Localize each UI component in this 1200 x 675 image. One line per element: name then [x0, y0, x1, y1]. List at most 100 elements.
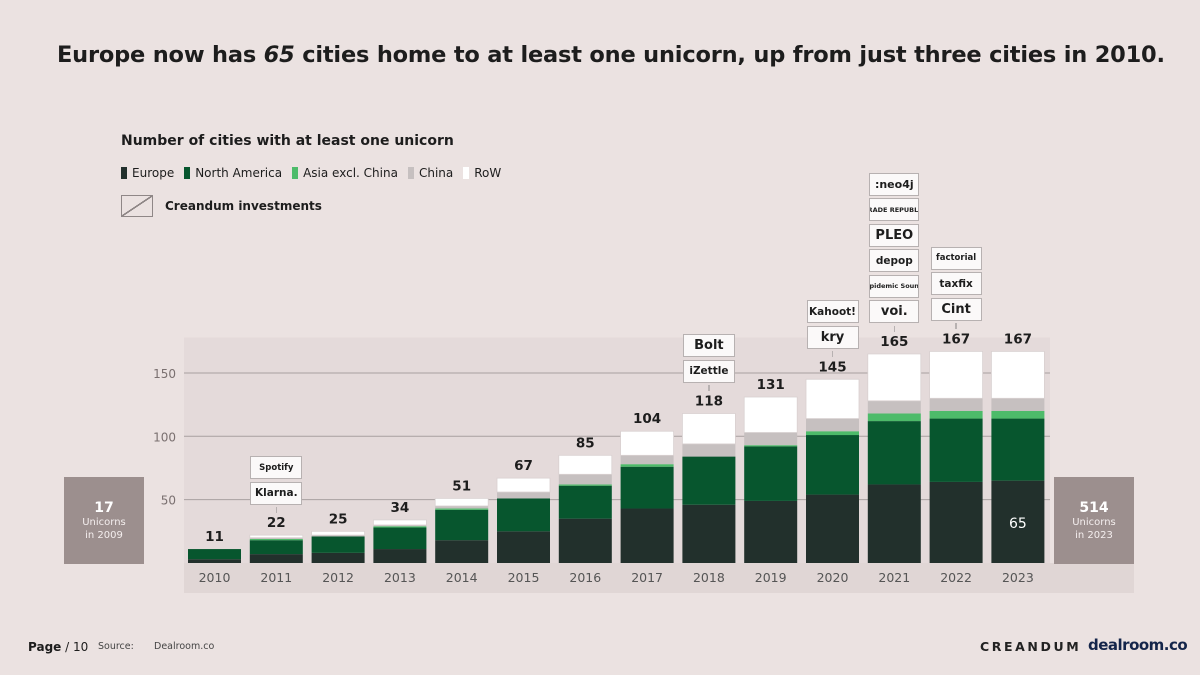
bar-total-label-2023: 167	[1004, 331, 1032, 347]
bar-segment-row-2014	[434, 497, 489, 507]
side-box-2009: 17 Unicorns in 2009	[64, 477, 144, 564]
bar-segment-europe-2013	[373, 549, 427, 563]
bar-total-label-2013: 34	[391, 500, 410, 516]
bar-segment-europe-2017	[620, 508, 674, 563]
side-2009-line2: in 2009	[85, 529, 123, 541]
x-tick-label-2023: 2023	[1002, 570, 1034, 585]
legend-swatch-north-america	[184, 167, 191, 179]
legend-item-europe: Europe	[121, 166, 174, 180]
bar-segment-row-2018	[682, 413, 736, 445]
creandum-logo-stack-2018: Bolt iZettle	[682, 334, 735, 385]
bar-segment-europe-2023	[991, 480, 1045, 563]
bar-segment-china-2013	[373, 524, 427, 527]
bar-total-label-2011: 22	[267, 515, 286, 531]
bar-segment-europe-2019	[744, 500, 798, 563]
bar-segment-north-america-2016	[558, 485, 612, 519]
legend-label-china: China	[418, 166, 454, 180]
source-label: Source:	[98, 641, 134, 652]
x-tick-label-2022: 2022	[940, 570, 972, 585]
bar-segment-north-america-2022	[929, 418, 983, 482]
bar-total-label-2016: 85	[576, 435, 595, 451]
bar-segment-row-2020	[805, 378, 860, 419]
bar-segment-asia-excl-china-2019	[744, 445, 798, 447]
page-label: Page	[28, 640, 62, 654]
headline-emphasis: 65	[263, 42, 295, 68]
legend-label-europe: Europe	[132, 166, 175, 180]
bar-segment-china-2020	[806, 418, 859, 432]
bar-segment-europe-2022	[929, 481, 983, 563]
x-tick-label-2020: 2020	[817, 570, 849, 585]
y-tick-label: 50	[161, 494, 176, 508]
bar-total-label-2010: 11	[205, 529, 224, 545]
bar-segment-row-2011	[249, 534, 304, 539]
bar-total-label-2017: 104	[633, 411, 661, 427]
page-indicator: Page / 10	[28, 640, 88, 654]
portfolio-logo-izettle: iZettle	[682, 359, 735, 383]
bar-segment-north-america-2017	[620, 466, 674, 509]
portfolio-logo-depop: depop	[869, 249, 920, 273]
x-tick-label-2010: 2010	[199, 570, 231, 585]
legend-swatch-china	[407, 167, 414, 179]
bar-segment-europe-2015	[497, 531, 550, 563]
side-2009-line1: Unicorns	[82, 516, 126, 528]
x-tick-label-2015: 2015	[508, 570, 540, 585]
portfolio-logo-kahoot: Kahoot!	[806, 300, 859, 324]
legend-label-asia: Asia excl. China	[303, 166, 398, 180]
bar-segment-north-america-2013	[373, 527, 427, 550]
bar-total-label-2022: 167	[942, 331, 970, 347]
bar-total-label-2021: 165	[880, 334, 908, 350]
x-tick-label-2011: 2011	[260, 570, 292, 585]
bar-segment-china-2016	[558, 474, 612, 485]
headline-suffix: cities home to at least one unicorn, up …	[294, 42, 1165, 68]
bar-segment-north-america-2015	[497, 498, 550, 532]
logo-connector-2020	[831, 351, 834, 358]
portfolio-logo-cint: Cint	[930, 297, 982, 321]
legend-swatch-row	[463, 167, 470, 179]
bar-segment-china-2023	[991, 398, 1045, 411]
bar-segment-row-2013	[372, 519, 427, 526]
creandum-logo: CREANDUM	[980, 639, 1082, 654]
bar-total-label-2014: 51	[452, 478, 471, 494]
bar-segment-china-2019	[744, 432, 798, 446]
bar-segment-row-2017	[620, 430, 674, 456]
side-2023-line1: Unicorns	[1072, 516, 1116, 528]
portfolio-logo-klarna: Klarna.	[250, 481, 303, 505]
bar-segment-north-america-2020	[806, 435, 859, 495]
bar-total-label-2018: 118	[695, 393, 723, 409]
side-box-2023: 514 Unicorns in 2023	[1054, 477, 1134, 564]
bar-segment-north-america-2012	[311, 536, 365, 553]
x-tick-label-2016: 2016	[569, 570, 601, 585]
bar-segment-asia-excl-china-2023	[991, 410, 1045, 419]
bar-segment-china-2017	[620, 455, 674, 465]
legend-label-north-america: North America	[195, 166, 283, 180]
x-tick-label-2018: 2018	[693, 570, 725, 585]
chart-legend: Europe North America Asia excl. China Ch…	[121, 166, 501, 180]
bar-total-label-2012: 25	[329, 511, 348, 527]
bar-segment-row-2015	[496, 477, 551, 493]
creandum-investments-legend: Creandum investments	[121, 195, 322, 217]
x-tick-label-2012: 2012	[322, 570, 354, 585]
bar-segment-europe-2014	[435, 540, 489, 563]
x-axis-band	[184, 563, 1134, 593]
bar-segment-china-2015	[497, 492, 550, 499]
bar-segment-china-2012	[311, 535, 365, 537]
bar-segment-asia-excl-china-2021	[867, 413, 921, 422]
bar-segment-china-2014	[435, 505, 489, 509]
portfolio-logo-epidemic-sound: Epidemic Sound	[869, 274, 920, 298]
bar-segment-europe-2010	[188, 559, 241, 563]
bar-segment-china-2021	[867, 400, 921, 414]
logo-connector-2022	[955, 323, 957, 330]
bar-total-label-2015: 67	[514, 458, 533, 474]
bar-segment-china-2022	[929, 398, 983, 411]
bar-total-label-2019: 131	[757, 377, 785, 393]
bar-segment-asia-excl-china-2014	[435, 508, 489, 510]
portfolio-logo-kry: kry	[806, 325, 859, 349]
bar-segment-row-2021	[867, 353, 922, 402]
bar-segment-row-2023	[991, 351, 1045, 399]
bar-segment-asia-excl-china-2016	[558, 484, 612, 486]
page-headline: Europe now has 65 cities home to at leas…	[57, 42, 1165, 68]
chart-title: Number of cities with at least one unico…	[121, 133, 454, 149]
side-2023-line2: in 2023	[1075, 529, 1113, 541]
logo-connector-2021	[893, 325, 896, 332]
bar-segment-china-2018	[682, 443, 736, 457]
